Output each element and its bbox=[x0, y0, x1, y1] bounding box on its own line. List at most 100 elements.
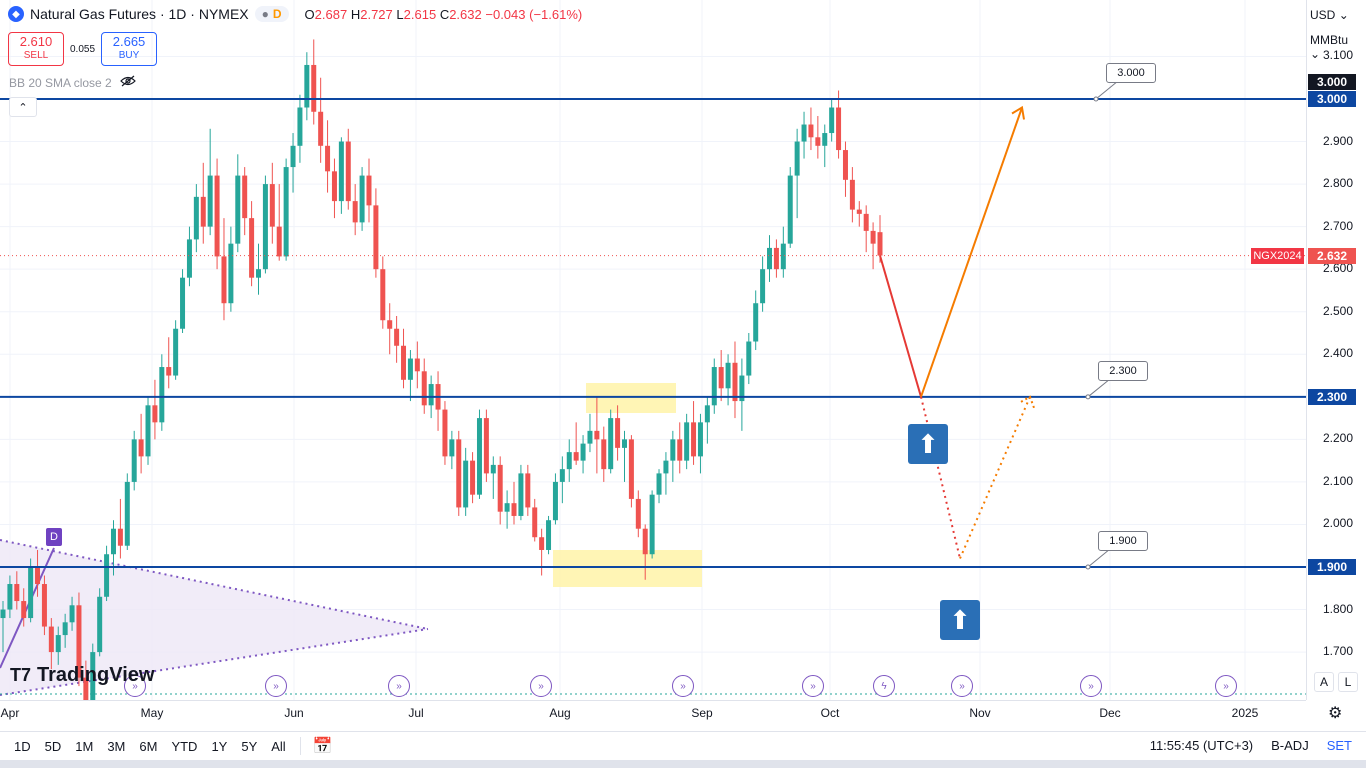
log-scale-button[interactable]: L bbox=[1338, 672, 1358, 692]
candle-body bbox=[760, 269, 766, 304]
candle-body bbox=[421, 371, 427, 406]
callout-anchor bbox=[1093, 96, 1099, 102]
candle-body bbox=[256, 269, 262, 278]
low-label: L bbox=[396, 6, 404, 22]
candle-body bbox=[104, 554, 110, 597]
settings-gear-icon[interactable]: ⚙ bbox=[1328, 705, 1343, 722]
time-tick-label: Dec bbox=[1099, 706, 1121, 720]
time-axis[interactable]: Apr May Jun Jul Aug Sep Oct Nov Dec 2025 bbox=[0, 700, 1306, 725]
range-button[interactable]: 3M bbox=[107, 738, 126, 754]
level-callout[interactable]: 3.000 bbox=[1106, 63, 1156, 83]
event-marker[interactable]: » bbox=[1215, 675, 1237, 697]
candle-body bbox=[566, 452, 572, 470]
highlight-box bbox=[586, 383, 676, 413]
event-marker[interactable]: » bbox=[388, 675, 410, 697]
auto-scale-button[interactable]: A bbox=[1314, 672, 1334, 692]
candle-body bbox=[836, 107, 842, 151]
event-marker[interactable]: » bbox=[530, 675, 552, 697]
candle-body bbox=[870, 230, 876, 244]
event-marker[interactable]: » bbox=[265, 675, 287, 697]
candle-body bbox=[822, 133, 828, 146]
level-callout[interactable]: 2.300 bbox=[1098, 361, 1148, 381]
candle-body bbox=[249, 218, 255, 278]
range-button[interactable]: 6M bbox=[139, 738, 158, 754]
buy-button[interactable]: 2.665 BUY bbox=[101, 32, 158, 66]
price-chart[interactable] bbox=[0, 0, 1306, 700]
data-status-pill[interactable]: ● D bbox=[254, 6, 289, 22]
candle-body bbox=[532, 507, 538, 538]
chart-area[interactable] bbox=[0, 0, 1306, 700]
indicator-legend[interactable]: BB 20 SMA close 2 bbox=[9, 75, 136, 90]
price-axis[interactable]: 1.700 1.800 1.900 2.000 2.100 2.200 2.300 2.400… bbox=[1306, 0, 1366, 700]
range-button[interactable]: 1M bbox=[75, 738, 94, 754]
range-button[interactable]: 5D bbox=[44, 738, 62, 754]
time-tick-label: May bbox=[140, 706, 164, 720]
candle-body bbox=[166, 367, 172, 376]
candle-body bbox=[297, 107, 303, 146]
range-buttons: 1D 5D 1M 3M 6M YTD 1Y 5Y All bbox=[0, 739, 286, 754]
level-callout[interactable]: 1.900 bbox=[1098, 531, 1148, 551]
candle-body bbox=[414, 358, 420, 372]
low-value: 2.615 bbox=[403, 6, 437, 22]
candle-body bbox=[180, 277, 186, 329]
range-button[interactable]: 5Y bbox=[241, 738, 258, 754]
price-tick-label: 2.000 bbox=[1323, 516, 1354, 531]
unit-selector[interactable]: MMBtu ⌄ bbox=[1310, 33, 1360, 61]
candle-body bbox=[546, 520, 552, 550]
time-tick-label: Jun bbox=[284, 706, 304, 720]
clock-time[interactable]: 11:55:45 (UTC+3) bbox=[1149, 738, 1254, 753]
forecast-alt-up-line bbox=[959, 396, 1031, 559]
sell-button[interactable]: 2.610 SELL bbox=[8, 32, 64, 66]
candle-body bbox=[490, 464, 496, 474]
session-toggle[interactable]: SET bbox=[1326, 738, 1352, 753]
range-button[interactable]: 1Y bbox=[211, 738, 228, 754]
eye-hidden-icon[interactable] bbox=[119, 75, 136, 90]
candle-body bbox=[221, 256, 227, 304]
candle-body bbox=[283, 167, 289, 257]
candle-body bbox=[476, 418, 482, 495]
candle-body bbox=[359, 175, 365, 223]
up-arrow-box[interactable]: ⬆ bbox=[940, 600, 980, 640]
buy-price: 2.665 bbox=[112, 34, 146, 49]
candle-body bbox=[670, 439, 676, 461]
lightning-icon: ϟ bbox=[881, 680, 887, 692]
up-arrow-box[interactable]: ⬆ bbox=[908, 424, 948, 464]
range-button[interactable]: YTD bbox=[171, 738, 198, 754]
last-price-label: 2.632 bbox=[1308, 247, 1356, 264]
candle-body bbox=[7, 584, 13, 610]
bottom-toolbar: 1D 5D 1M 3M 6M YTD 1Y 5Y All 📅 11:55:45 (UTC+3) … bbox=[0, 731, 1366, 760]
event-marker[interactable]: » bbox=[672, 675, 694, 697]
currency-selector[interactable]: USD ⌄ bbox=[1310, 8, 1360, 22]
event-marker[interactable]: » bbox=[951, 675, 973, 697]
event-marker[interactable]: ϟ bbox=[873, 675, 895, 697]
tradingview-watermark: T7 TradingView bbox=[10, 664, 154, 687]
candle-body bbox=[767, 247, 773, 270]
forecast-alt-arrowhead bbox=[1020, 395, 1035, 409]
event-marker[interactable]: » bbox=[802, 675, 824, 697]
adjustment-toggle[interactable]: B-ADJ bbox=[1271, 738, 1309, 753]
level-price-label: 2.300 bbox=[1308, 388, 1356, 405]
calendar-icon[interactable]: 📅 bbox=[312, 738, 333, 755]
candle-body bbox=[483, 418, 489, 474]
fast-forward-icon: » bbox=[959, 680, 965, 692]
range-button[interactable]: All bbox=[271, 738, 286, 754]
range-button[interactable]: 1D bbox=[14, 738, 31, 754]
candle-body bbox=[580, 443, 586, 461]
time-tick-label: Oct bbox=[820, 706, 840, 720]
candle-body bbox=[635, 498, 641, 529]
open-value: 2.687 bbox=[314, 6, 348, 22]
symbol-title[interactable]: Natural Gas Futures · 1D · NYMEX bbox=[30, 6, 249, 22]
event-marker[interactable]: » bbox=[124, 675, 146, 697]
candle-body bbox=[200, 196, 206, 227]
event-marker[interactable]: » bbox=[1080, 675, 1102, 697]
candle-body bbox=[311, 64, 317, 112]
candle-body bbox=[235, 175, 241, 244]
sell-label: SELL bbox=[23, 50, 49, 61]
pattern-d-badge[interactable]: D bbox=[46, 528, 62, 546]
candle-body bbox=[587, 430, 593, 444]
fast-forward-icon: » bbox=[1088, 680, 1094, 692]
fast-forward-icon: » bbox=[273, 680, 279, 692]
price-tick-label: 2.900 bbox=[1323, 133, 1354, 148]
collapse-legend-button[interactable]: ⌃ bbox=[9, 97, 37, 117]
candle-body bbox=[14, 584, 20, 602]
